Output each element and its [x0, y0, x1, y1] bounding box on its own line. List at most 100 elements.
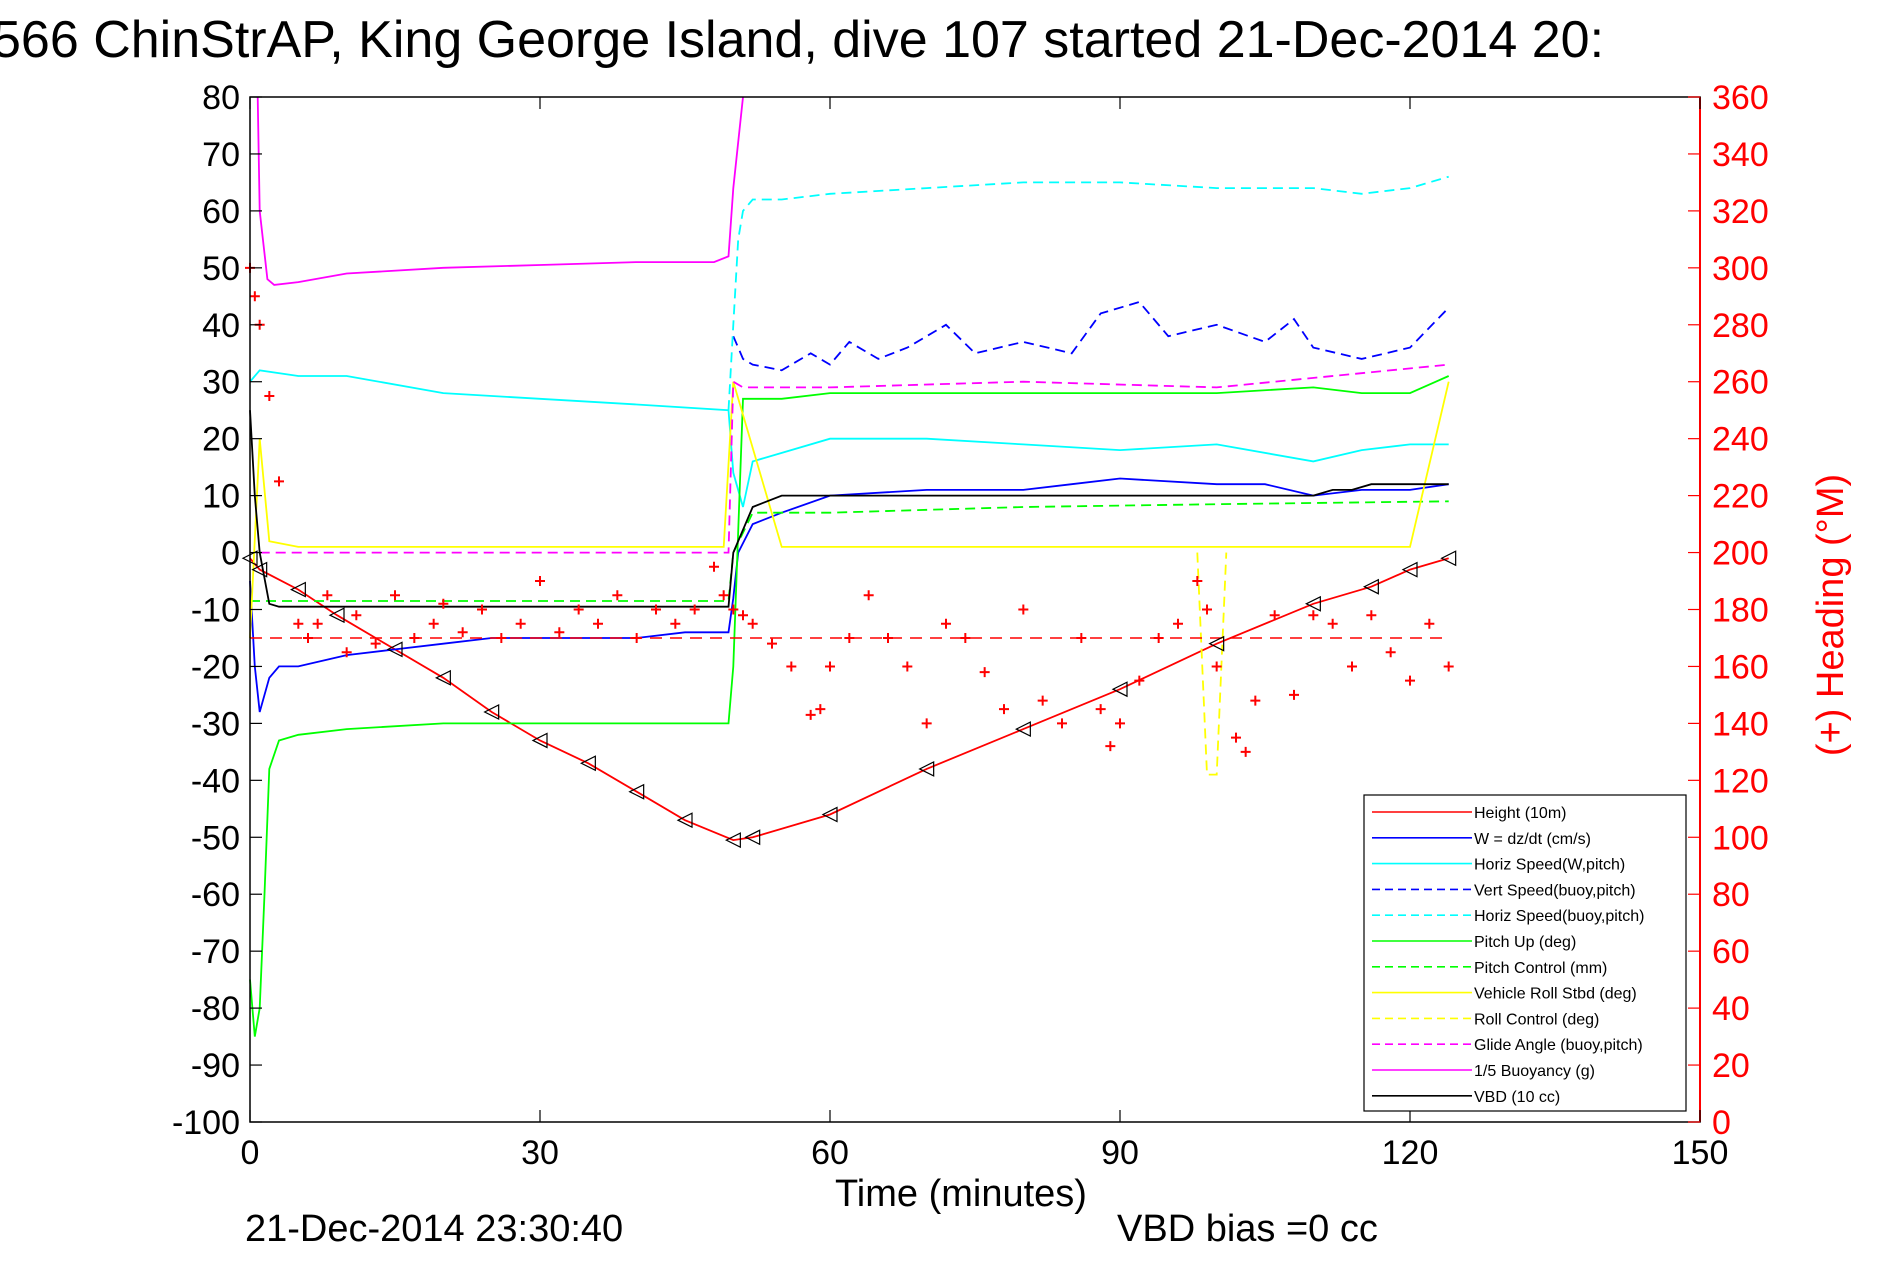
y-tick-label: -50	[191, 819, 240, 857]
height-marker	[1362, 578, 1379, 595]
heading-point	[1424, 618, 1435, 629]
heading-point	[1289, 689, 1299, 700]
heading-point	[805, 709, 816, 720]
heading-point	[515, 618, 526, 629]
height-marker	[386, 641, 403, 658]
series-line-8	[1196, 552, 1228, 776]
legend-label-7: Vehicle Roll Stbd (deg)	[1474, 986, 1637, 1003]
series-line-1	[249, 477, 1449, 713]
heading-point	[786, 661, 797, 672]
y-tick-label: -80	[191, 990, 240, 1028]
y-tick-label: 60	[202, 193, 240, 231]
height-marker	[434, 669, 451, 686]
legend-box	[1363, 794, 1687, 1112]
y2-tick-label: 260	[1712, 364, 1769, 402]
heading-point	[1153, 632, 1164, 643]
heading-point	[496, 632, 507, 643]
legend: Height (10m) W = dz/dt (cm/s) Horiz Speed(…	[1363, 794, 1687, 1112]
height-marker	[579, 755, 596, 772]
y2-tick-label: 160	[1712, 648, 1769, 686]
heading-point	[351, 610, 362, 621]
heading-point	[747, 618, 758, 629]
height-marker	[328, 607, 345, 624]
y2-tick-label: 40	[1712, 990, 1750, 1028]
y2-tick-label: 360	[1712, 79, 1769, 117]
heading-point	[1231, 732, 1241, 743]
heading-point	[1443, 661, 1454, 672]
heading-point	[593, 618, 603, 629]
heading-point	[1308, 610, 1319, 621]
heading-point	[1211, 661, 1222, 672]
y2-tick-label: 220	[1712, 478, 1769, 516]
height-marker	[676, 812, 693, 829]
series-line-2	[249, 369, 1449, 508]
y2-tick-label: 180	[1712, 592, 1769, 630]
heading-point	[1018, 604, 1029, 615]
heading-point	[728, 604, 739, 615]
y2-tick-label: 60	[1712, 933, 1750, 971]
heading-point	[1202, 604, 1212, 615]
height-marker	[1208, 635, 1225, 652]
heading-point	[1366, 610, 1377, 621]
heading-point	[1115, 718, 1125, 729]
footer-vbd-bias: VBD bias =0 cc	[1117, 1208, 1378, 1250]
x-tick-label: 150	[1672, 1134, 1729, 1172]
series-line-7	[249, 381, 1450, 639]
heading-point	[322, 590, 333, 601]
heading-point	[612, 590, 623, 601]
heading-point	[979, 667, 990, 678]
heading-point	[249, 291, 260, 302]
legend-label-11: VBD (10 cc)	[1474, 1089, 1560, 1106]
heading-point	[312, 618, 323, 629]
legend-label-8: Roll Control (deg)	[1474, 1011, 1599, 1028]
heading-point	[709, 561, 719, 572]
legend-label-10: 1/5 Buoyancy (g)	[1474, 1063, 1595, 1080]
heading-point	[825, 661, 835, 672]
heading-point	[1105, 741, 1116, 752]
y-tick-label: -60	[191, 876, 240, 914]
y-tick-label: -20	[191, 648, 240, 686]
heading-point	[902, 661, 913, 672]
height-marker	[628, 783, 645, 800]
y-tick-label: -70	[191, 933, 240, 971]
heading-point	[863, 590, 874, 601]
heading-point	[1095, 704, 1106, 715]
axes-layer: 0 30 60 90 120 15080706050403020100-10-20-30-…	[172, 79, 1769, 1172]
heading-point	[1037, 695, 1048, 706]
heading-point	[1250, 695, 1261, 706]
y2-tick-label: 80	[1712, 876, 1750, 914]
heading-point	[689, 604, 700, 615]
y-tick-label: -10	[191, 592, 240, 630]
heading-point	[1173, 618, 1183, 629]
heading-point	[274, 476, 284, 487]
legend-label-0: Height (10m)	[1474, 805, 1566, 822]
heading-point	[457, 627, 468, 638]
height-marker	[1014, 721, 1031, 738]
legend-label-3: Vert Speed(buoy,pitch)	[1474, 882, 1636, 899]
height-marker	[821, 806, 838, 823]
y2-tick-label: 280	[1712, 307, 1769, 345]
x-tick-label: 30	[521, 1134, 559, 1172]
heading-point	[293, 618, 304, 629]
heading-point	[718, 590, 729, 601]
heading-point	[477, 604, 487, 615]
heading-point	[573, 604, 584, 615]
heading-point	[554, 627, 565, 638]
legend-label-5: Pitch Up (deg)	[1474, 934, 1576, 951]
legend-label-9: Glide Angle (buoy,pitch)	[1474, 1037, 1643, 1054]
heading-point	[409, 632, 420, 643]
y2-tick-label: 20	[1712, 1047, 1750, 1085]
footer-timestamp: 21-Dec-2014 23:30:40	[245, 1208, 623, 1250]
y2-tick-label: 200	[1712, 535, 1769, 573]
heading-point	[960, 632, 971, 643]
series-line-3	[732, 300, 1450, 372]
heading-layer	[245, 262, 1454, 757]
heading-point	[1347, 661, 1357, 672]
legend-label-2: Horiz Speed(W,pitch)	[1474, 857, 1625, 874]
heading-point	[303, 632, 313, 643]
height-marker	[531, 732, 548, 749]
heading-point	[535, 576, 545, 587]
series-line-0	[249, 557, 1449, 842]
height-marker	[483, 704, 500, 720]
heading-point	[1076, 632, 1087, 643]
